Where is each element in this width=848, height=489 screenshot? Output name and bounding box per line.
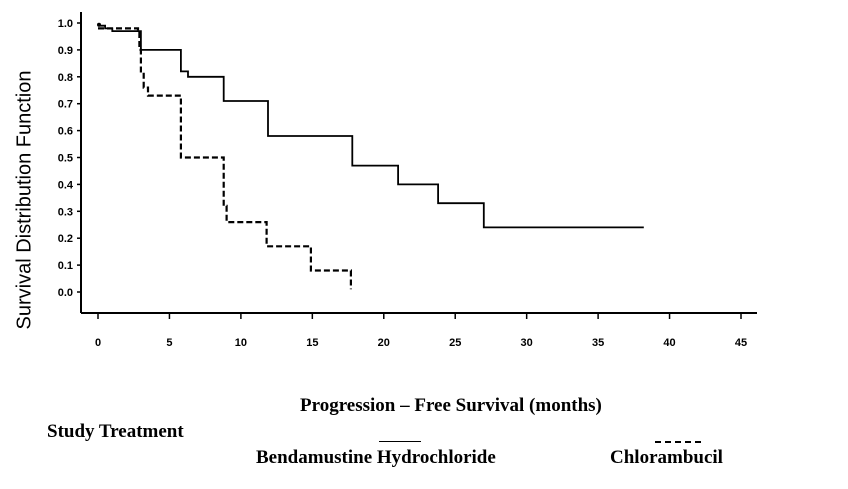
y-tick-label: 0.4: [58, 179, 74, 191]
x-tick-label: 35: [592, 337, 604, 349]
x-tick-label: 40: [663, 337, 675, 349]
x-tick-label: 0: [95, 337, 101, 349]
y-tick-label: 0.8: [58, 72, 73, 84]
y-tick-label: 0.6: [58, 126, 73, 138]
legend-label-chlorambucil: Chlorambucil: [610, 447, 723, 468]
x-tick-label: 30: [521, 337, 533, 349]
x-tick-label: 10: [235, 337, 247, 349]
y-tick-label: 0.7: [58, 99, 73, 111]
x-tick-label: 20: [378, 337, 390, 349]
legend-label-bendamustine: Bendamustine Hydrochloride: [256, 447, 496, 468]
y-tick-label: 0.2: [58, 233, 73, 245]
legend-swatch-bendamustine: [379, 441, 421, 442]
series-line-bendamustine: [98, 24, 644, 229]
start-marker: [97, 22, 101, 27]
y-tick-label: 0.5: [58, 153, 73, 165]
legend-swatch-chlorambucil: [655, 441, 701, 443]
x-tick-label: 15: [306, 337, 318, 349]
y-tick-label: 0.3: [58, 206, 73, 218]
y-axis-label-box: Survival Distribution Function: [10, 40, 40, 360]
series-line-chlorambucil: [98, 27, 352, 290]
y-tick-label: 0.9: [58, 45, 73, 57]
y-tick-label: 1.0: [58, 18, 73, 30]
x-tick-label: 5: [166, 337, 172, 349]
x-tick-label: 25: [449, 337, 461, 349]
x-tick-label: 45: [735, 337, 747, 349]
y-axis-label: Survival Distribution Function: [13, 70, 36, 330]
y-tick-label: 0.0: [58, 287, 73, 299]
legend-title: Study Treatment: [47, 421, 184, 442]
x-axis-label: Progression – Free Survival (months): [300, 395, 602, 416]
y-tick-label: 0.1: [58, 260, 73, 272]
